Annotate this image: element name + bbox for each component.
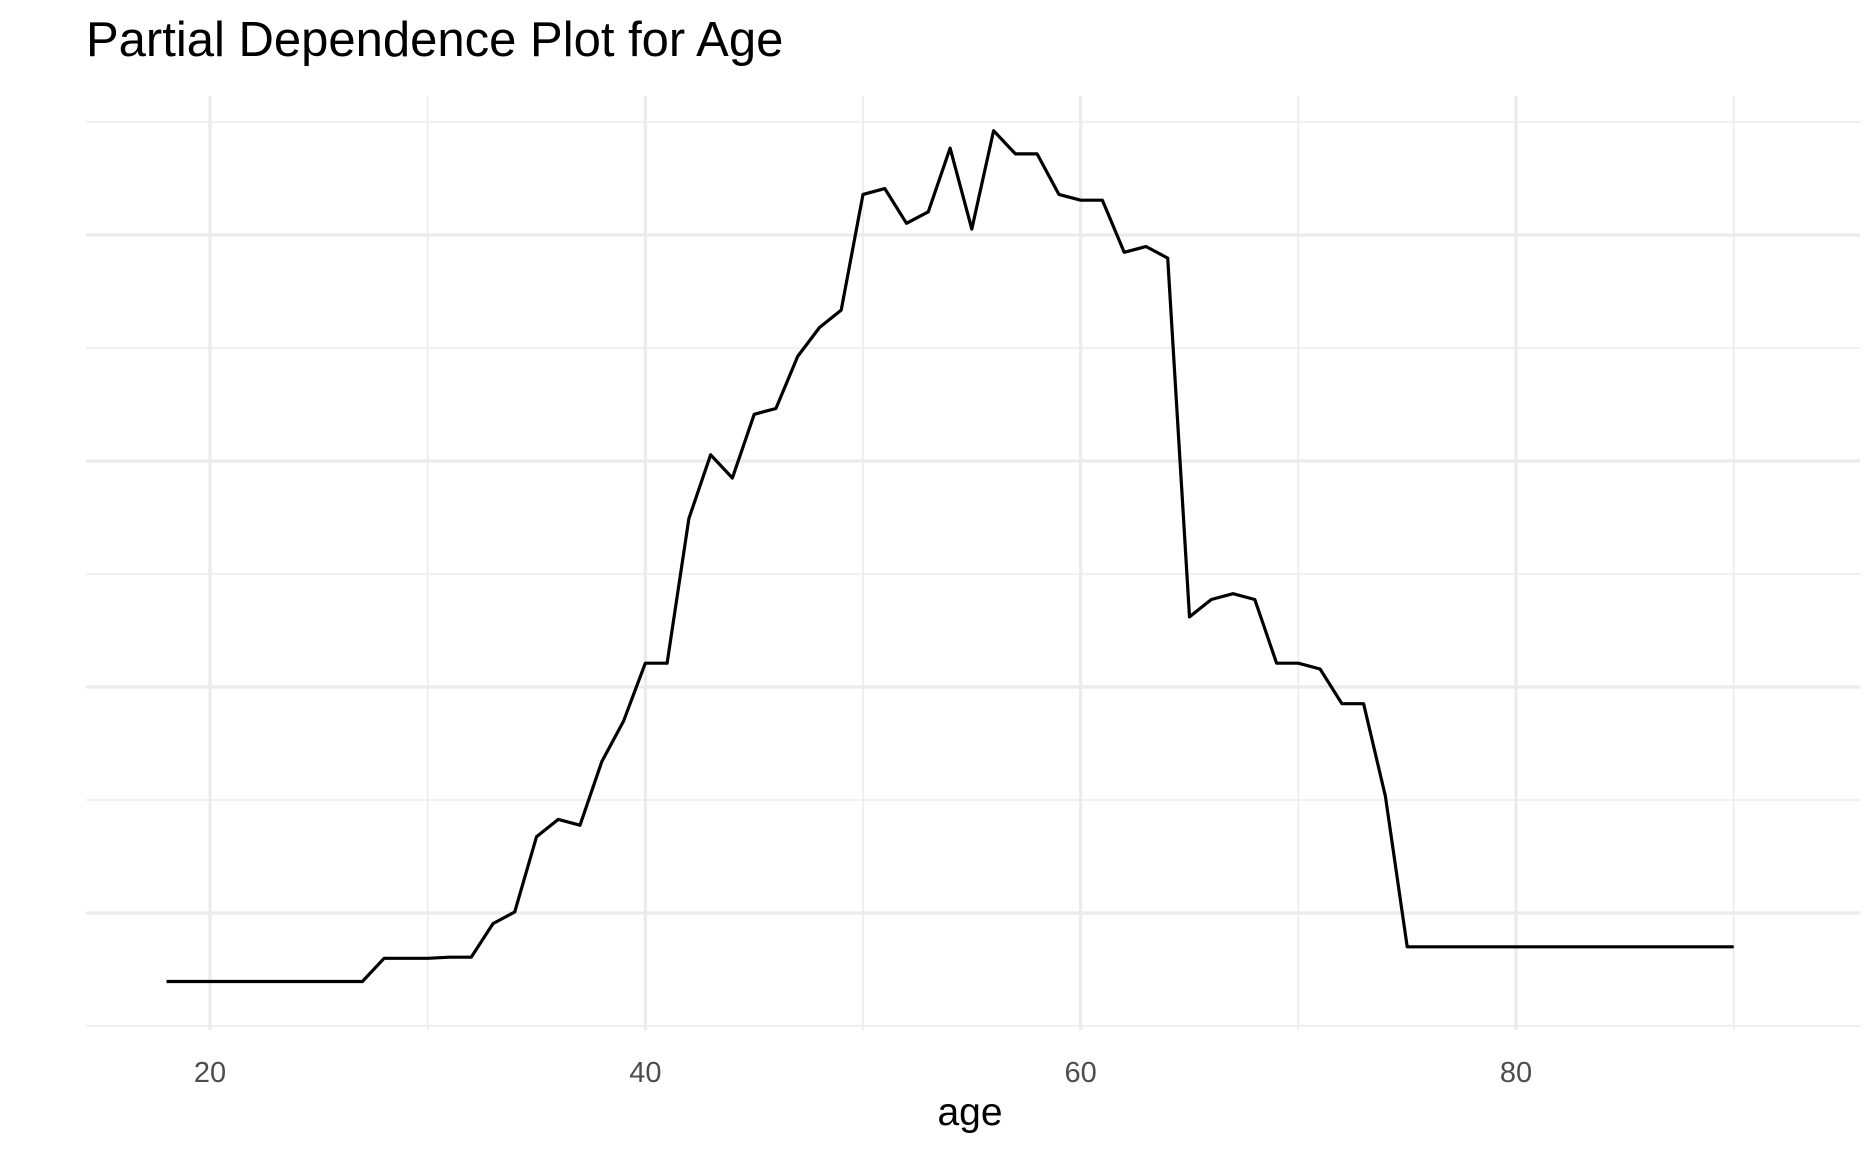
x-tick-label: 80: [1500, 1057, 1532, 1089]
chart-title: Partial Dependence Plot for Age: [86, 13, 784, 67]
grid: [86, 96, 1860, 1030]
partial-dependence-line: [166, 129, 1734, 984]
x-axis-title: age: [937, 1091, 1002, 1134]
x-tick-label: 60: [1065, 1057, 1097, 1089]
x-axis-ticks: 20 40 60 80: [194, 1057, 1532, 1089]
series-layer: [166, 129, 1734, 984]
x-tick-label: 20: [194, 1057, 226, 1089]
x-tick-label: 40: [629, 1057, 661, 1089]
